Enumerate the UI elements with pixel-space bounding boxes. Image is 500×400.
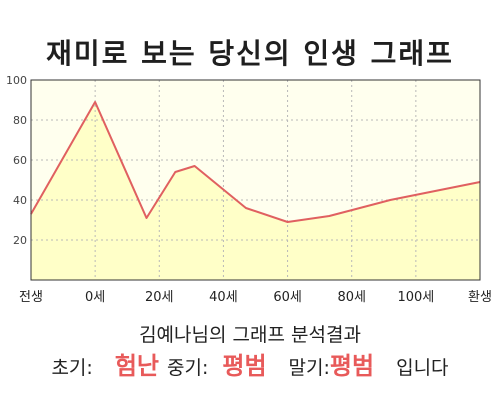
life-line xyxy=(30,101,481,223)
y-tick-label: 60 xyxy=(13,154,27,167)
x-tick-label: 60세 xyxy=(273,290,302,305)
late-label: 말기: xyxy=(288,357,330,379)
analysis-subtitle: 김예나님의 그래프 분석결과 xyxy=(139,324,361,346)
life-graph-chart: 전생 0세 20세 40세 60세 80세 100세 환생 20 40 60 80 100 xyxy=(6,74,492,305)
page-title: 재미로 보는 당신의 인생 그래프 xyxy=(46,37,454,70)
early-label: 초기: xyxy=(51,357,93,379)
y-tick-label: 20 xyxy=(13,234,27,247)
y-tick-label: 80 xyxy=(13,114,27,127)
x-tick-label: 환생 xyxy=(468,290,492,305)
x-tick-label: 전생 xyxy=(19,290,43,305)
y-tick-label: 100 xyxy=(6,74,27,87)
x-tick-label: 0세 xyxy=(85,290,105,305)
analysis-summary: 초기: 험난 중기: 평범 말기:평범 입니다 xyxy=(0,346,500,381)
early-value: 험난 xyxy=(114,352,159,380)
x-tick-label: 40세 xyxy=(209,290,238,305)
y-tick-label: 40 xyxy=(13,194,27,207)
x-tick-label: 80세 xyxy=(337,290,366,305)
x-tick-label: 20세 xyxy=(145,290,174,305)
late-value: 평범 xyxy=(329,352,375,380)
summary-suffix: 입니다 xyxy=(396,357,449,379)
mid-value: 평범 xyxy=(222,352,267,380)
mid-label: 중기: xyxy=(167,357,209,379)
life-area xyxy=(31,102,480,280)
x-tick-label: 100세 xyxy=(397,290,434,305)
plot-frame xyxy=(30,79,481,281)
